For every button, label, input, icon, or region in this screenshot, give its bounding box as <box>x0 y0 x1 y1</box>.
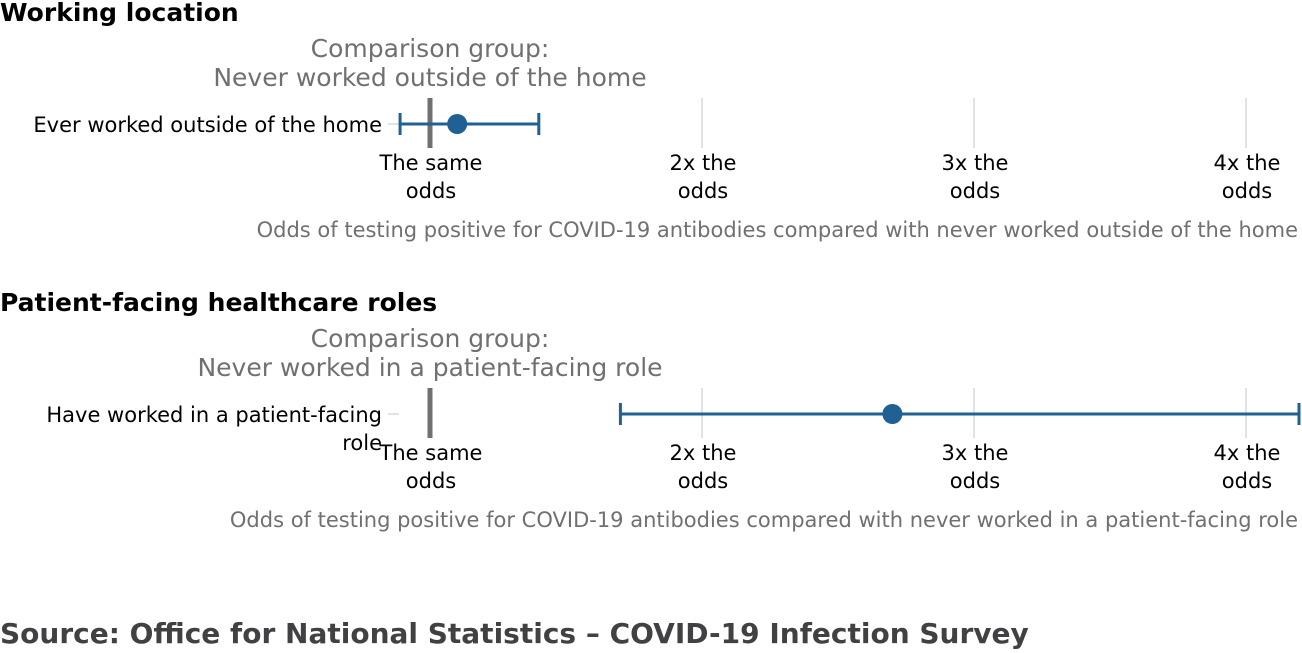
tick-label: odds <box>678 179 728 203</box>
row-label: Have worked in a patient-facing <box>46 403 382 427</box>
comparison-group-name: Never worked outside of the home <box>213 63 646 92</box>
tick-label: 2x the <box>670 151 737 175</box>
tick-label: 2x the <box>670 441 737 465</box>
tick-label: 3x the <box>942 151 1009 175</box>
row-label: Ever worked outside of the home <box>33 113 382 137</box>
comparison-group-name: Never worked in a patient-facing role <box>197 353 662 382</box>
panel-marks: The same odds 2x the odds 3x the odds 4x the od… <box>33 98 1280 203</box>
x-axis-label: Odds of testing positive for COVID-19 an… <box>257 218 1298 242</box>
source-note: Source: Office for National Statistics –… <box>0 617 1029 650</box>
tick-label: odds <box>950 469 1000 493</box>
panel-marks: The same odds 2x the odds 3x the odds 4x the od… <box>46 388 1301 493</box>
panel-working-location: Working location Comparison group: Never… <box>0 0 1298 242</box>
row-label: role <box>342 431 382 455</box>
x-axis-label: Odds of testing positive for COVID-19 an… <box>230 508 1298 532</box>
comparison-group-label: Comparison group: <box>311 34 550 63</box>
panel-title: Patient-facing healthcare roles <box>0 288 437 317</box>
point-estimate <box>447 114 468 134</box>
tick-label: odds <box>678 469 728 493</box>
point-estimate <box>882 404 903 424</box>
tick-label: 3x the <box>942 441 1009 465</box>
panel-patient-facing: Patient-facing healthcare roles Comparis… <box>0 288 1301 532</box>
tick-label: The same <box>379 151 483 175</box>
tick-label: odds <box>1222 469 1272 493</box>
panel-title: Working location <box>0 0 239 27</box>
tick-label: odds <box>950 179 1000 203</box>
tick-label: 4x the <box>1214 441 1281 465</box>
tick-label: odds <box>406 179 456 203</box>
tick-label: odds <box>406 469 456 493</box>
tick-label: 4x the <box>1214 151 1281 175</box>
comparison-group-label: Comparison group: <box>311 324 550 353</box>
tick-label: odds <box>1222 179 1272 203</box>
tick-label: The same <box>379 441 483 465</box>
